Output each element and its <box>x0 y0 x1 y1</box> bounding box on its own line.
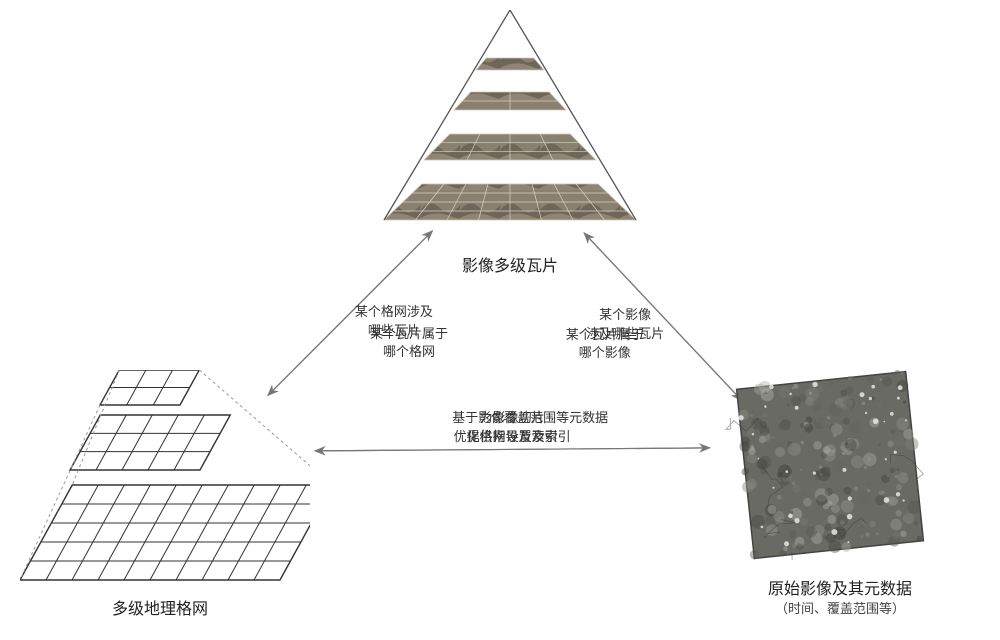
image-caption: 原始影像及其元数据 <box>740 575 940 599</box>
multilevel-geographic-grid <box>20 370 310 585</box>
source-satellite-image <box>720 370 940 560</box>
grid-caption: 多级地理格网 <box>90 595 230 619</box>
diagram-canvas: 影像多级瓦片 多级地理格网 原始影像及其元数据 （时间、覆盖范围等） 某个瓦片属… <box>0 0 1000 640</box>
edge-label-grid_to_tile: 某个格网涉及哪些瓦片 <box>334 303 454 339</box>
image-subcaption: （时间、覆盖范围等） <box>740 598 940 617</box>
image-tile-pyramid <box>380 10 640 240</box>
arrow-grid_to_image <box>315 448 710 451</box>
pyramid-caption: 影像多级瓦片 <box>450 252 570 276</box>
arrow-image_to_grid <box>315 448 710 451</box>
edge-label-image_to_tile: 某个影像涉及哪些瓦片 <box>565 306 685 342</box>
edge-label-image_to_grid: 基于影像覆盖范围等元数据优化格网设置及索引 <box>452 409 572 445</box>
